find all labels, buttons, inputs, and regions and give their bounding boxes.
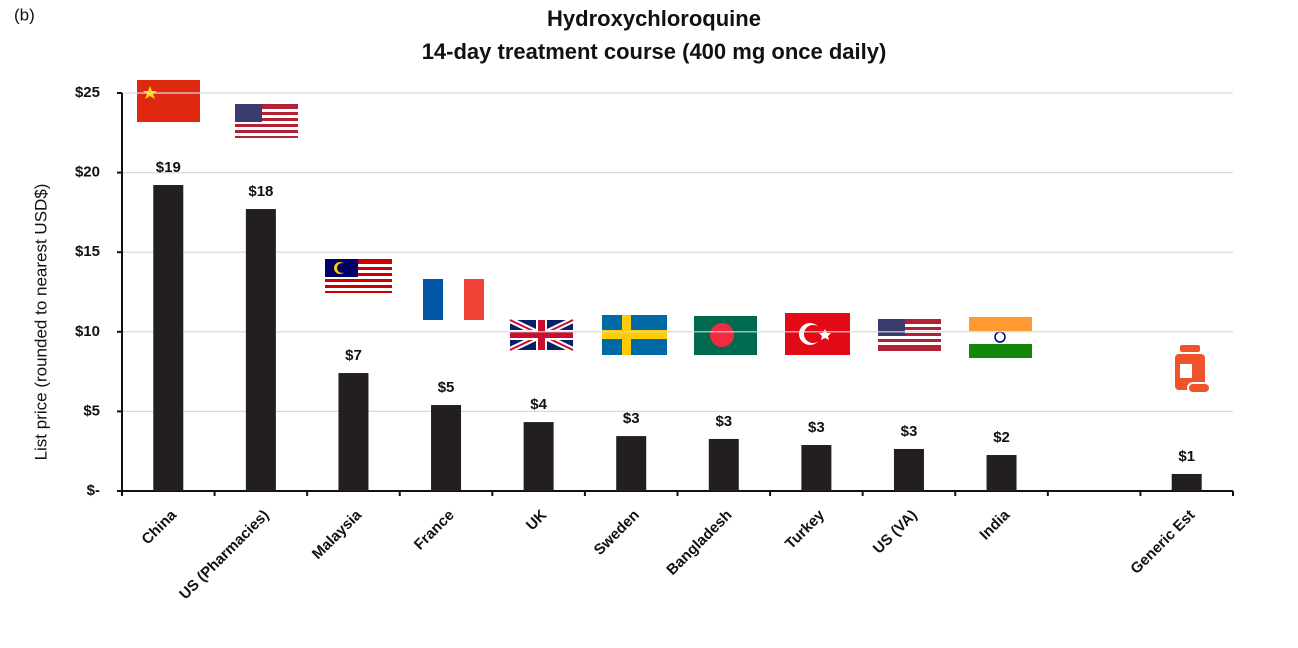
x-tick-label: US (VA): [870, 507, 921, 558]
y-tick-label: $-: [87, 482, 100, 499]
x-tick-label: US (Pharmacies): [176, 507, 272, 603]
chart-title: Hydroxychloroquine: [547, 6, 761, 31]
value-label: $3: [808, 419, 825, 436]
bar: [338, 373, 369, 491]
y-tick-label: $5: [83, 402, 100, 419]
value-label: $18: [248, 183, 273, 200]
flag-malaysia: [325, 259, 392, 293]
y-tick-label: $15: [75, 243, 100, 260]
flag-uk: [508, 317, 575, 353]
x-tick-label: Turkey: [782, 506, 828, 552]
x-tick-label: Malaysia: [309, 506, 366, 563]
bar: [986, 455, 1017, 491]
bar: [616, 436, 647, 491]
value-label: $4: [530, 396, 547, 413]
value-label: $19: [156, 159, 181, 176]
panel-label: (b): [14, 5, 35, 24]
flags: [137, 80, 1211, 394]
flag-turkey: [785, 313, 850, 355]
y-tick-label: $20: [75, 164, 100, 181]
value-label: $5: [438, 379, 455, 396]
value-label: $7: [345, 347, 362, 364]
x-tick-label: Bangladesh: [663, 507, 735, 579]
value-label: $3: [901, 423, 918, 440]
x-tick-label: Sweden: [591, 507, 643, 559]
bar: [708, 438, 739, 491]
flag-sweden: [602, 315, 667, 355]
x-tick-label: India: [976, 506, 1013, 543]
flag-india: [969, 317, 1032, 358]
value-label: $3: [623, 410, 640, 427]
pill-bottle-icon: [1175, 345, 1211, 394]
bar: [153, 185, 184, 492]
flag-france: [423, 279, 484, 320]
bar: [801, 444, 832, 491]
x-tick-label: China: [138, 506, 180, 548]
flag-bangladesh: [694, 316, 757, 355]
y-tick-label: $25: [75, 84, 100, 101]
chart-subtitle: 14-day treatment course (400 mg once dai…: [422, 39, 887, 64]
flag-us-va: [878, 319, 941, 351]
value-label: $3: [715, 413, 732, 430]
x-tick-label: France: [411, 507, 458, 554]
value-label: $2: [993, 429, 1010, 446]
bar: [431, 405, 462, 491]
y-axis-label: List price (rounded to nearest USD$): [31, 184, 50, 461]
bar: [1171, 473, 1202, 491]
x-tick-label: UK: [523, 507, 550, 534]
bar: [523, 422, 554, 491]
bar: [893, 448, 924, 491]
flag-china: [137, 80, 200, 122]
flag-us: [235, 104, 298, 138]
bar: [245, 209, 276, 491]
value-label: $1: [1178, 448, 1195, 465]
y-tick-label: $10: [75, 323, 100, 340]
x-tick-label: Generic Est: [1127, 507, 1198, 578]
